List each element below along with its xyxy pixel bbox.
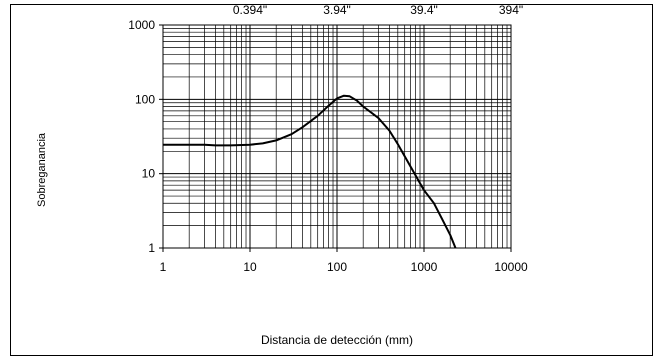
y-tick-label: 1 — [148, 241, 155, 255]
y-tick-label: 10 — [142, 167, 156, 181]
x-tick-label: 1 — [160, 260, 167, 274]
top-axis-tick-label: 3.94" — [323, 3, 351, 17]
x-axis-label: Distancia de detección (mm) — [261, 333, 413, 347]
top-axis-tick-label: 394" — [499, 3, 523, 17]
top-axis-tick-label: 0.394" — [233, 3, 267, 17]
x-tick-label: 10 — [243, 260, 257, 274]
x-tick-label: 100 — [327, 260, 347, 274]
grid — [159, 24, 512, 252]
y-tick-label: 1000 — [128, 18, 155, 32]
top-axis-tick-label: 39.4" — [410, 3, 438, 17]
series-line — [163, 94, 457, 249]
y-axis-label: Sobreganancia — [36, 132, 48, 207]
plot-area-border — [162, 24, 512, 249]
y-tick-label: 100 — [135, 92, 155, 106]
chart-frame — [10, 4, 653, 356]
x-tick-label: 1000 — [411, 260, 438, 274]
x-tick-label: 10000 — [494, 260, 528, 274]
